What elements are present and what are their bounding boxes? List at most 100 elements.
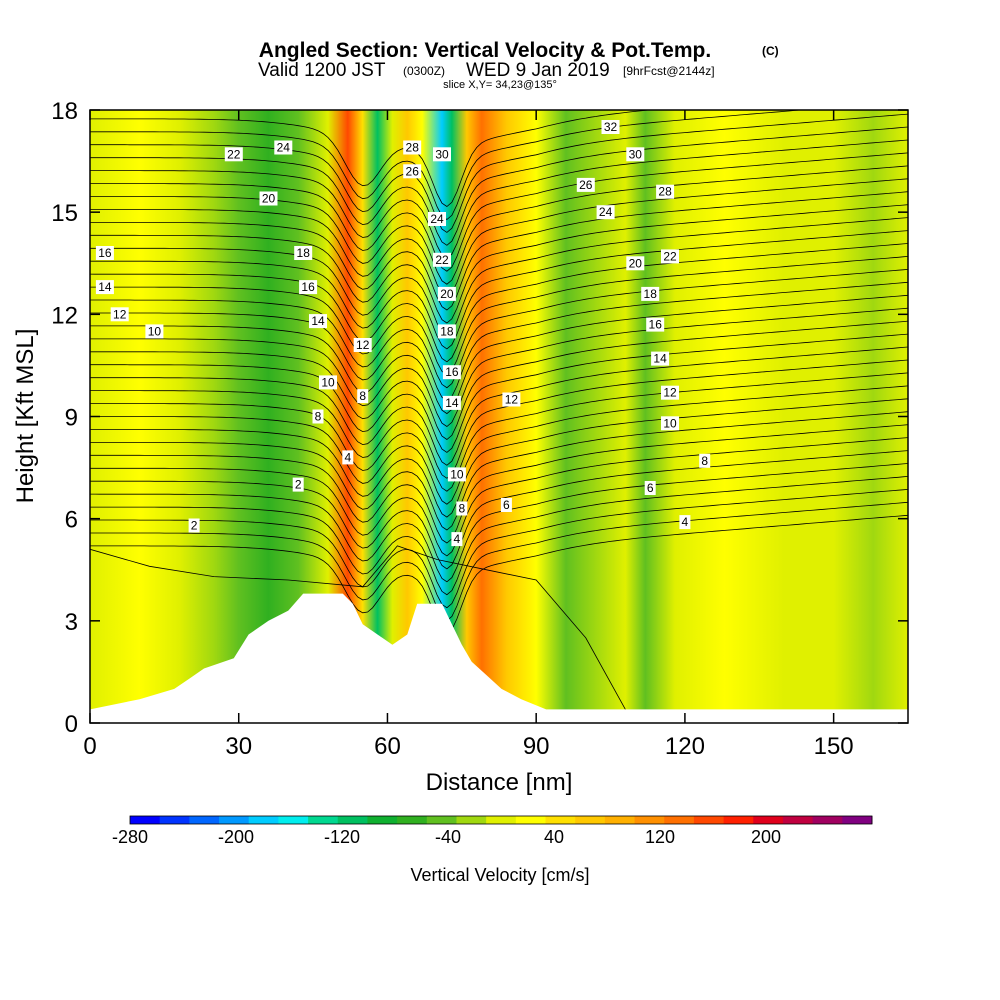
theta-label-text: 18 [440,324,454,338]
colorbar-swatch [308,816,339,824]
colorbar-swatch [664,816,695,824]
theta-contour [90,307,908,428]
theta-label: 24 [274,140,293,155]
theta-label-text: 26 [406,164,420,178]
y-axis-label: Height [Kft MSL] [12,329,39,504]
colorbar-swatch [130,816,161,824]
theta-label-text: 14 [311,314,325,328]
colorbar-swatch [367,816,398,824]
theta-contour [90,139,908,259]
theta-label-text: 16 [98,246,112,260]
theta-label-text: 4 [344,450,351,464]
x-axis: 0 30 60 90 120 150 [83,110,854,760]
velocity-field [90,110,908,723]
theta-label-text: 2 [191,519,198,533]
colorbar-tick-label: -280 [112,827,148,847]
theta-label-text: 8 [458,502,465,516]
theta-label-text: 32 [604,120,618,134]
theta-label: 8 [699,453,711,468]
theta-contour [90,424,908,544]
theta-label-text: 22 [663,249,677,263]
colorbar-swatch [723,816,754,824]
theta-contour [90,165,908,285]
theta-contour [90,110,654,208]
theta-label: 8 [357,389,369,404]
colorbar-swatch [693,816,725,824]
colorbar-swatch [397,816,428,824]
theta-label: 14 [309,314,327,329]
theta-label-text: 16 [301,280,315,294]
chart-title-unit: (C) [762,44,779,58]
theta-label-text: 20 [262,192,276,206]
theta-contours [90,110,908,710]
theta-label: 10 [319,375,337,390]
theta-contour [90,110,806,221]
chart-title: Angled Section: Vertical Velocity & Pot.… [259,39,711,62]
theta-label: 32 [601,120,620,134]
theta-label-text: 12 [505,393,519,407]
slice-info: slice X,Y= 34,23@135° [443,79,557,91]
theta-label-text: 12 [356,338,370,352]
theta-label: 8 [456,501,468,516]
theta-label: 4 [679,515,691,530]
theta-label-text: 24 [277,141,291,155]
valid-date: WED 9 Jan 2019 [466,60,610,81]
theta-label-text: 14 [98,280,112,294]
theta-label-text: 22 [435,253,449,267]
theta-label: 18 [437,324,456,339]
theta-label: 22 [224,147,243,162]
colorbar-swatch [159,816,190,824]
theta-label-text: 16 [649,318,663,332]
y-tick-label: 0 [65,711,78,738]
theta-contour [90,411,908,531]
colorbar-swatch [278,816,309,824]
theta-label-text: 12 [663,386,677,400]
theta-label: 24 [596,205,615,220]
y-tick-label: 18 [51,98,78,125]
theta-label-text: 12 [113,307,127,321]
x-tick-label: 30 [225,733,252,760]
theta-label: 12 [502,392,521,407]
theta-label: 2 [188,518,200,533]
theta-label-text: 28 [658,185,672,199]
theta-contour [90,489,908,609]
theta-contour [90,501,908,622]
theta-label-text: 30 [435,147,449,161]
theta-label-text: 10 [663,416,677,430]
theta-label: 4 [451,532,463,547]
theta-label-text: 4 [454,532,461,546]
theta-contour [90,450,908,570]
theta-label-text: 8 [315,410,322,424]
colorbar-tick-label: -40 [435,827,461,847]
theta-label: 28 [403,140,422,155]
theta-label-text: 18 [297,246,311,260]
theta-contour [90,281,908,402]
theta-contour [90,256,908,376]
valid-line: Valid 1200 JST (0300Z) WED 9 Jan 2019 [9… [258,60,715,81]
theta-label-text: 24 [430,212,444,226]
theta-label-text: 4 [682,515,689,529]
theta-label-text: 20 [440,287,454,301]
colorbar-swatch [604,816,636,824]
theta-label-text: 28 [406,141,420,155]
x-tick-label: 0 [83,733,96,760]
theta-label: 30 [433,147,451,162]
colorbar-tick-label: 120 [645,827,675,847]
colorbar-ticks: -280 -200 -120 -40 40 120 200 [112,827,781,847]
theta-contour [90,269,908,389]
theta-label: 2 [292,477,304,492]
theta-contour [90,333,908,453]
colorbar-swatch [515,816,547,824]
theta-label: 10 [145,324,164,339]
theta-contour [90,243,908,363]
theta-contour [90,372,908,492]
x-tick-label: 120 [665,733,705,760]
theta-label: 16 [442,365,461,380]
theta-label-text: 8 [359,389,366,403]
theta-label-text: 22 [227,147,241,161]
x-tick-label: 60 [374,733,401,760]
theta-contour [90,346,908,466]
theta-contour [90,152,908,272]
